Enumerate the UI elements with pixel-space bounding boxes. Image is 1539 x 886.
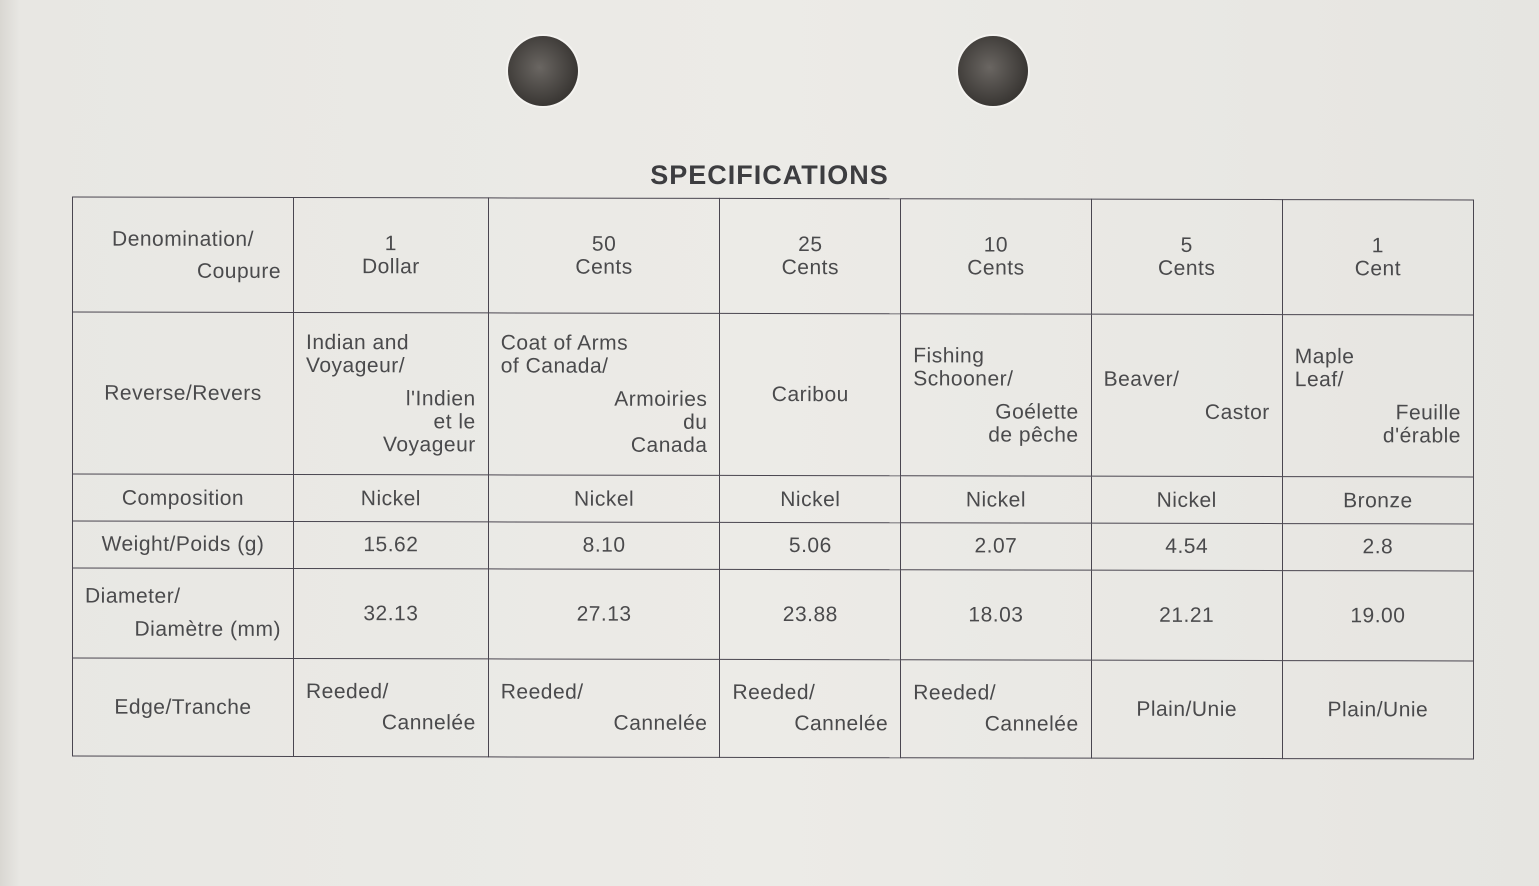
reverse-text-fr: Castor — [1204, 400, 1270, 424]
reverse-cell: Caribou — [719, 313, 901, 477]
row-label-reverse: Reverse/Revers — [72, 312, 294, 475]
weight-cell: 2.07 — [900, 522, 1092, 570]
diameter-cell: 19.00 — [1282, 570, 1474, 661]
specifications-table: Denomination/ Coupure 1 Dollar 50 Cents 25… — [72, 197, 1474, 760]
reverse-text-en: Coat of Arms of Canada/ — [500, 331, 629, 378]
denomination-cell: 1 Dollar — [293, 197, 489, 314]
page-title: SPECIFICATIONS — [650, 160, 889, 190]
diameter-cell: 18.03 — [900, 569, 1092, 660]
denomination-cell: 25 Cents — [719, 198, 901, 314]
edge-text-fr: Cannelée — [381, 711, 476, 735]
edge-cell: Reeded/Cannelée — [900, 659, 1092, 759]
edge-text: Plain/Unie — [1136, 697, 1238, 721]
table-row-composition: Composition Nickel Nickel Nickel Nickel Nick… — [72, 474, 1474, 524]
reverse-text-fr: Feuille d'érable — [1382, 401, 1461, 448]
diameter-cell: 32.13 — [293, 568, 489, 659]
diameter-cell: 21.21 — [1091, 569, 1283, 661]
edge-cell: Reeded/Cannelée — [719, 659, 901, 758]
edge-text-en: Reeded/ — [732, 681, 816, 705]
edge-text-fr: Cannelée — [613, 712, 708, 736]
edge-cell: Plain/Unie — [1091, 659, 1283, 759]
composition-cell: Nickel — [1091, 476, 1283, 524]
edge-text-en: Reeded/ — [500, 680, 584, 704]
edge-cell: Reeded/Cannelée — [488, 658, 720, 758]
row-label-composition: Composition — [72, 474, 294, 522]
binder-hole-right — [958, 36, 1028, 106]
table-row-edge: Edge/Tranche Reeded/Cannelée Reeded/Canne… — [72, 657, 1474, 759]
table-row-weight: Weight/Poids (g) 15.62 8.10 5.06 2.07 4.54 2.… — [72, 520, 1474, 571]
composition-cell: Nickel — [488, 475, 720, 522]
reverse-text-fr: Goélette de pêche — [988, 400, 1079, 447]
row-label-weight: Weight/Poids (g) — [72, 520, 294, 569]
reverse-text: Caribou — [771, 383, 849, 407]
diameter-cell: 23.88 — [719, 569, 901, 660]
edge-text: Plain/Unie — [1327, 698, 1429, 722]
reverse-text-fr: Armoiries du Canada — [614, 388, 708, 458]
edge-text-en: Reeded/ — [306, 680, 389, 704]
table-row-diameter: Diameter/ Diamètre (mm) 32.13 27.13 23.88 1… — [72, 567, 1474, 661]
binder-hole-left — [508, 36, 578, 106]
reverse-cell: Indian and Voyageur/l'Indien et le Voyag… — [293, 312, 489, 476]
row-label-edge: Edge/Tranche — [72, 657, 294, 757]
label-fr: Diamètre (mm) — [134, 617, 282, 642]
diameter-cell: 27.13 — [488, 568, 720, 660]
edge-cell: Reeded/Cannelée — [293, 658, 489, 757]
row-label-denomination: Denomination/ Coupure — [72, 197, 294, 313]
composition-cell: Nickel — [719, 475, 901, 523]
reverse-cell: Maple Leaf/Feuille d'érable — [1282, 314, 1474, 478]
reverse-text-fr: l'Indien et le Voyageur — [383, 387, 476, 457]
weight-cell: 2.8 — [1282, 523, 1474, 571]
denomination-cell: 1 Cent — [1282, 199, 1474, 316]
weight-cell: 5.06 — [719, 521, 901, 570]
reverse-text-en: Maple Leaf/ — [1294, 344, 1355, 392]
denomination-cell: 5 Cents — [1091, 199, 1283, 315]
reverse-text-en: Indian and Voyageur/ — [306, 331, 410, 378]
reverse-text-en: Beaver/ — [1103, 367, 1180, 391]
edge-text-fr: Cannelée — [984, 712, 1079, 737]
reverse-text-en: Fishing Schooner/ — [913, 344, 1014, 391]
denomination-cell: 10 Cents — [900, 198, 1092, 315]
label-en: Denomination/ — [112, 227, 254, 251]
table-row-reverse: Reverse/Revers Indian and Voyageur/l'Ind… — [72, 312, 1474, 478]
denomination-cell: 50 Cents — [488, 197, 720, 314]
composition-cell: Nickel — [293, 474, 489, 522]
label-en: Diameter/ — [85, 584, 181, 608]
edge-text-en: Reeded/ — [913, 681, 997, 705]
weight-cell: 15.62 — [293, 521, 489, 569]
edge-text-fr: Cannelée — [794, 712, 889, 736]
reverse-cell: Fishing Schooner/Goélette de pêche — [900, 313, 1092, 477]
reverse-cell: Beaver/Castor — [1091, 314, 1283, 478]
composition-cell: Bronze — [1282, 477, 1474, 524]
reverse-cell: Coat of Arms of Canada/Armoiries du Cana… — [488, 313, 720, 476]
label-fr: Coupure — [196, 259, 281, 283]
edge-cell: Plain/Unie — [1282, 660, 1474, 759]
table-row-denomination: Denomination/ Coupure 1 Dollar 50 Cents 25… — [72, 197, 1474, 316]
weight-cell: 8.10 — [488, 521, 720, 570]
weight-cell: 4.54 — [1091, 522, 1283, 571]
row-label-diameter: Diameter/ Diamètre (mm) — [72, 567, 294, 659]
composition-cell: Nickel — [900, 476, 1092, 523]
